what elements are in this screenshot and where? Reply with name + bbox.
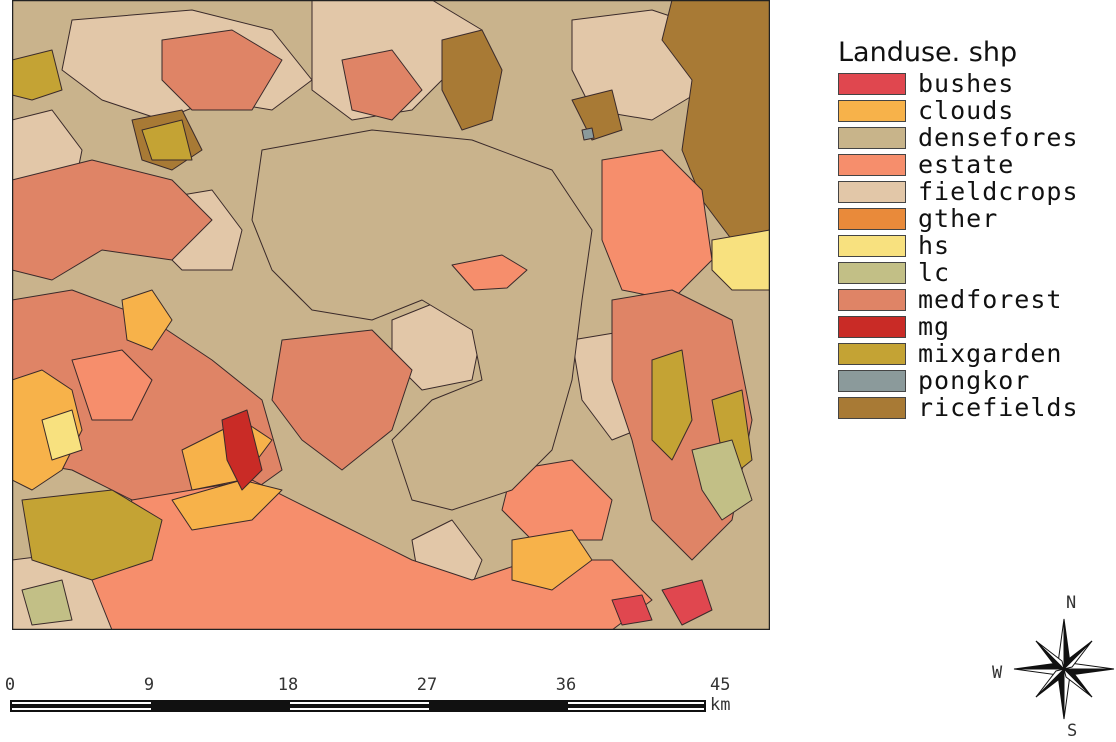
legend-swatch — [838, 342, 906, 365]
legend-item: lc — [838, 259, 1079, 286]
legend-swatch — [838, 207, 906, 230]
legend-swatch — [838, 126, 906, 149]
patch-clouds — [121, 289, 173, 351]
landuse-map — [12, 0, 770, 630]
patch-estate — [601, 149, 713, 301]
legend: Landuse. shp bushes clouds densefores estat… — [838, 38, 1079, 421]
legend-item: estate — [838, 151, 1079, 178]
legend-swatch — [838, 396, 906, 419]
patch-lc — [691, 439, 753, 521]
scale-bar — [10, 700, 706, 712]
compass-n-label: N — [1066, 593, 1077, 613]
patch-mixgarden — [651, 349, 693, 461]
scale-labels: 0 9 18 27 36 45 km — [0, 675, 770, 725]
patch-clouds — [171, 479, 283, 531]
legend-item: mg — [838, 313, 1079, 340]
legend-label: medforest — [918, 285, 1063, 314]
legend-swatch — [838, 153, 906, 176]
compass-w-label: W — [992, 663, 1003, 683]
legend-item: fieldcrops — [838, 178, 1079, 205]
legend-label: densefores — [918, 123, 1079, 152]
scale-segment — [568, 704, 704, 708]
legend-item: clouds — [838, 97, 1079, 124]
patch-mixgarden — [141, 119, 193, 161]
patch-mixgarden — [12, 49, 63, 101]
legend-swatch — [838, 288, 906, 311]
legend-label: gther — [918, 204, 999, 233]
patch-medforest — [271, 329, 413, 471]
legend-swatch — [838, 234, 906, 257]
legend-label: clouds — [918, 96, 1015, 125]
scale-segment — [290, 704, 429, 708]
patch-hs — [41, 409, 83, 461]
scale-segment — [12, 704, 151, 708]
scale-segment — [429, 702, 568, 710]
north-arrow: N W S — [990, 593, 1116, 742]
legend-label: mg — [918, 312, 951, 341]
patch-hs — [711, 229, 770, 291]
legend-label: ricefields — [918, 393, 1079, 422]
legend-label: lc — [918, 258, 951, 287]
legend-item: gther — [838, 205, 1079, 232]
legend-label: mixgarden — [918, 339, 1063, 368]
patch-medforest — [161, 29, 283, 111]
legend-label: pongkor — [918, 366, 1031, 395]
patch-clouds — [511, 529, 593, 591]
legend-item: bushes — [838, 70, 1079, 97]
legend-item: medforest — [838, 286, 1079, 313]
patch-bushes — [661, 579, 713, 626]
legend-item: mixgarden — [838, 340, 1079, 367]
scale-label: 0 — [4, 675, 16, 695]
scale-label: 9 — [143, 675, 155, 695]
scale-segment — [151, 702, 290, 710]
legend-item: densefores — [838, 124, 1079, 151]
legend-swatch — [838, 180, 906, 203]
patch-estate — [71, 349, 153, 421]
scale-label: 45 km — [710, 675, 731, 715]
patch-pongkor — [581, 127, 595, 141]
legend-swatch — [838, 315, 906, 338]
patch-mixgarden — [21, 489, 163, 581]
legend-item: pongkor — [838, 367, 1079, 394]
legend-label: hs — [918, 231, 951, 260]
scale-label: 18 — [277, 675, 299, 695]
legend-label: fieldcrops — [918, 177, 1079, 206]
legend-swatch — [838, 261, 906, 284]
patch-ricefields — [441, 29, 503, 131]
legend-swatch — [838, 369, 906, 392]
patch-bushes — [611, 594, 653, 626]
patch-estate — [501, 459, 613, 541]
legend-title: Landuse. shp — [838, 37, 1018, 68]
compass-s-label: S — [1067, 721, 1078, 741]
scale-label: 27 — [416, 675, 438, 695]
patch-medforest — [341, 49, 423, 121]
patch-medforest — [12, 159, 213, 281]
legend-label: bushes — [918, 69, 1015, 98]
patch-densefores-center — [251, 129, 593, 511]
scale-label: 36 — [555, 675, 577, 695]
patch-mg — [221, 409, 263, 491]
patch-estate — [451, 254, 528, 291]
legend-item: ricefields — [838, 394, 1079, 421]
legend-swatch — [838, 72, 906, 95]
legend-label: estate — [918, 150, 1015, 179]
legend-items: bushes clouds densefores estate fieldcrops gt… — [838, 70, 1079, 421]
legend-item: hs — [838, 232, 1079, 259]
patch-lc — [21, 579, 73, 626]
patch-ricefields — [571, 89, 623, 141]
compass-rose-icon — [1013, 618, 1115, 720]
legend-swatch — [838, 99, 906, 122]
